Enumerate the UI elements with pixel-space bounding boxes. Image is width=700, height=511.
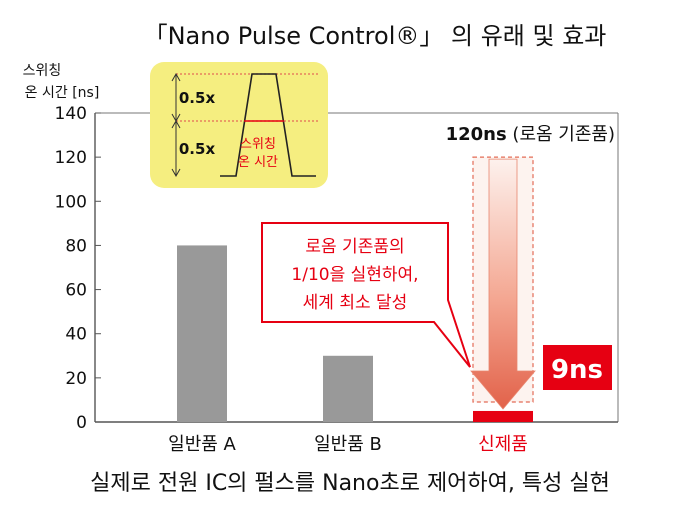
new-value-label: 9ns	[551, 355, 603, 385]
bar-new-product	[473, 410, 533, 422]
callout-bubble	[261, 222, 471, 368]
reference-label-value: 120ns	[446, 124, 507, 145]
y-tick-group: 0 20 40 60 80 100 120 140	[55, 104, 101, 433]
bars-group	[177, 245, 533, 422]
pulse-inset: 0.5x 0.5x 스위칭 온 시간	[150, 62, 328, 188]
pulse-label-upper: 0.5x	[179, 89, 216, 107]
pulse-waveform	[220, 73, 316, 177]
callout: 로옴 기존품의 1/10을 실현하여, 세계 최소 달성	[261, 222, 471, 368]
y-axis-label-line-1: 스위칭	[23, 63, 62, 79]
y-tick-label: 140	[55, 104, 87, 124]
y-tick-label: 40	[65, 325, 87, 345]
x-tick-label-new-product: 신제품	[478, 434, 528, 455]
pulse-label-lower: 0.5x	[179, 140, 216, 158]
x-tick-label-product-a: 일반품 A	[168, 434, 236, 455]
y-tick-label: 20	[65, 369, 87, 389]
callout-line-3: 세계 최소 달성	[303, 293, 408, 313]
reference-label-text: (로옴 기존품)	[507, 124, 615, 145]
callout-line-2: 1/10을 실현하여,	[291, 265, 418, 285]
reduction-arrow	[470, 158, 536, 410]
reference-group: 120ns (로옴 기존품)	[446, 124, 615, 410]
y-axis-label-line-2: 온 시간 [ns]	[25, 85, 100, 101]
x-tick-label-product-b: 일반품 B	[314, 434, 382, 455]
pulse-switch-label-line-2: 온 시간	[238, 155, 278, 170]
callout-line-1: 로옴 기존품의	[305, 237, 404, 257]
footer-caption: 실제로 전원 IC의 펄스를 Nano초로 제어하여, 특성 실현	[90, 471, 610, 496]
y-tick-label: 100	[55, 192, 87, 212]
bar-product-a	[177, 245, 227, 422]
y-tick-label: 80	[65, 236, 87, 256]
y-tick-label: 0	[76, 413, 87, 433]
reference-label: 120ns (로옴 기존품)	[446, 124, 615, 145]
new-value-badge: 9ns	[543, 345, 612, 390]
y-tick-label: 60	[65, 281, 87, 301]
chart-title: 「Nano Pulse Control®」 의 유래 및 효과	[144, 22, 607, 50]
new-value-badge-box	[543, 345, 612, 390]
pulse-dimension-arrowheads	[171, 72, 181, 178]
bar-product-b	[323, 355, 373, 422]
y-tick-label: 120	[55, 148, 87, 168]
pulse-inset-background	[150, 62, 328, 188]
pulse-switch-label-line-1: 스위칭	[240, 137, 276, 152]
